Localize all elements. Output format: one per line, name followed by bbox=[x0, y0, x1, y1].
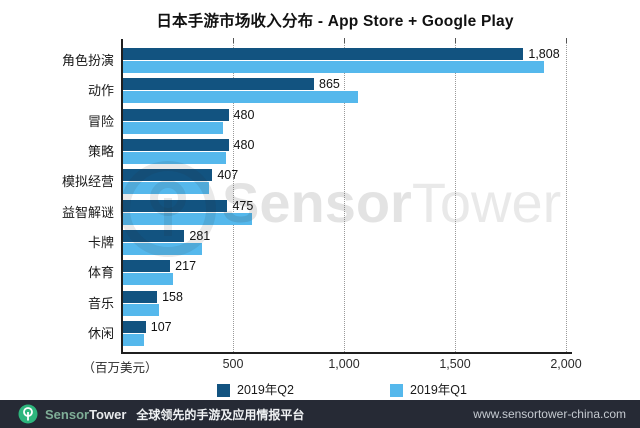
legend-swatch-q2 bbox=[217, 383, 230, 397]
value-label-q2: 158 bbox=[162, 289, 183, 304]
category-label: 角色扮演 bbox=[61, 53, 114, 68]
x-tick-label-500: 500 bbox=[222, 357, 244, 371]
category-label: 冒险 bbox=[87, 113, 114, 129]
gridline-500 bbox=[233, 39, 234, 352]
chart-row-4: 模拟经营 407 bbox=[0, 168, 640, 195]
bar-q1 bbox=[122, 121, 223, 134]
x-tick-label-2000: 2,000 bbox=[550, 357, 582, 371]
category-label: 策略 bbox=[87, 144, 114, 160]
bar-q2 bbox=[122, 290, 158, 303]
value-label-q2: 107 bbox=[150, 320, 172, 335]
bar-q2 bbox=[122, 199, 228, 212]
value-label-q2: 475 bbox=[232, 198, 254, 213]
bar-q2 bbox=[122, 169, 213, 182]
x-axis-line bbox=[121, 352, 572, 354]
bar-q1 bbox=[122, 334, 145, 347]
value-label-q2: 480 bbox=[233, 138, 255, 153]
legend-label-q2: 2019年Q2 bbox=[237, 383, 294, 397]
category-label: 休闲 bbox=[87, 326, 114, 342]
value-label-q2: 1,808 bbox=[528, 47, 560, 61]
gridline-1000 bbox=[344, 39, 345, 352]
chart-row-0: 角色扮演 1,808 bbox=[0, 47, 640, 74]
gridline-2000 bbox=[566, 39, 567, 352]
top-tick-1000 bbox=[344, 38, 345, 43]
footer-bar: Sensor Tower 全球领先的手游及应用情报平台 www.sensortow… bbox=[0, 400, 640, 428]
bar-q2 bbox=[122, 48, 524, 60]
footer-brand-sensor: Sensor bbox=[45, 406, 90, 422]
footer-url: www.sensortower-china.com bbox=[473, 407, 626, 421]
footer-tagline: 全球领先的手游及应用情报平台 bbox=[136, 407, 305, 422]
chart-row-2: 冒险 480 bbox=[0, 107, 640, 135]
value-label-q2: 865 bbox=[319, 77, 340, 92]
legend-item-2019q1: 2019年Q1 bbox=[390, 383, 467, 397]
chart-row-7: 体育 217 bbox=[0, 259, 640, 286]
chart-row-6: 卡牌 281 bbox=[0, 229, 640, 256]
legend-swatch-q1 bbox=[390, 383, 403, 397]
category-label: 体育 bbox=[87, 265, 114, 281]
category-label: 音乐 bbox=[87, 295, 114, 311]
bar-q1 bbox=[122, 61, 544, 73]
bar-q2 bbox=[122, 78, 315, 91]
chart-title: 日本手游市场收入分布 - App Store + Google Play bbox=[156, 13, 514, 30]
bar-q2 bbox=[122, 321, 146, 334]
category-label: 卡牌 bbox=[87, 235, 114, 251]
chart-row-1: 动作 865 bbox=[0, 77, 640, 104]
gridline-1500 bbox=[455, 39, 456, 352]
value-label-q2: 281 bbox=[189, 229, 211, 244]
top-tick-2000 bbox=[566, 38, 567, 43]
value-label-q2: 407 bbox=[217, 168, 239, 183]
y-axis-line bbox=[121, 39, 123, 353]
bar-q1 bbox=[122, 182, 209, 195]
bar-q1 bbox=[122, 152, 227, 165]
top-tick-500 bbox=[233, 38, 234, 43]
value-label-q2: 480 bbox=[233, 107, 255, 122]
legend-item-2019q2: 2019年Q2 bbox=[217, 383, 294, 397]
bar-q1 bbox=[122, 212, 252, 225]
category-label: 益智解谜 bbox=[61, 204, 114, 220]
footer-brand-tower: Tower bbox=[89, 406, 127, 422]
value-label-q2: 217 bbox=[175, 259, 197, 274]
chart-row-3: 策略 480 bbox=[0, 138, 640, 165]
bar-q1 bbox=[122, 273, 174, 286]
category-label: 动作 bbox=[87, 83, 114, 99]
sensortower-logo-icon bbox=[18, 404, 38, 424]
bar-q2 bbox=[122, 260, 171, 273]
category-label: 模拟经营 bbox=[61, 174, 114, 190]
x-tick-label-1500: 1,500 bbox=[439, 357, 471, 371]
bar-q2 bbox=[122, 108, 229, 121]
x-axis-unit-label: （百万美元） bbox=[82, 361, 158, 375]
top-tick-1500 bbox=[455, 38, 456, 43]
legend-label-q1: 2019年Q1 bbox=[410, 383, 467, 397]
chart-row-5: 益智解谜 475 bbox=[0, 198, 640, 226]
x-tick-label-1000: 1,000 bbox=[328, 357, 360, 371]
bar-q1 bbox=[122, 303, 160, 316]
bar-q1 bbox=[122, 91, 359, 104]
chart-row-9: 休闲 107 bbox=[0, 320, 640, 347]
chart-row-8: 音乐 158 bbox=[0, 289, 640, 317]
bar-q1 bbox=[122, 243, 202, 256]
bar-q2 bbox=[122, 230, 185, 243]
bar-q2 bbox=[122, 139, 229, 152]
